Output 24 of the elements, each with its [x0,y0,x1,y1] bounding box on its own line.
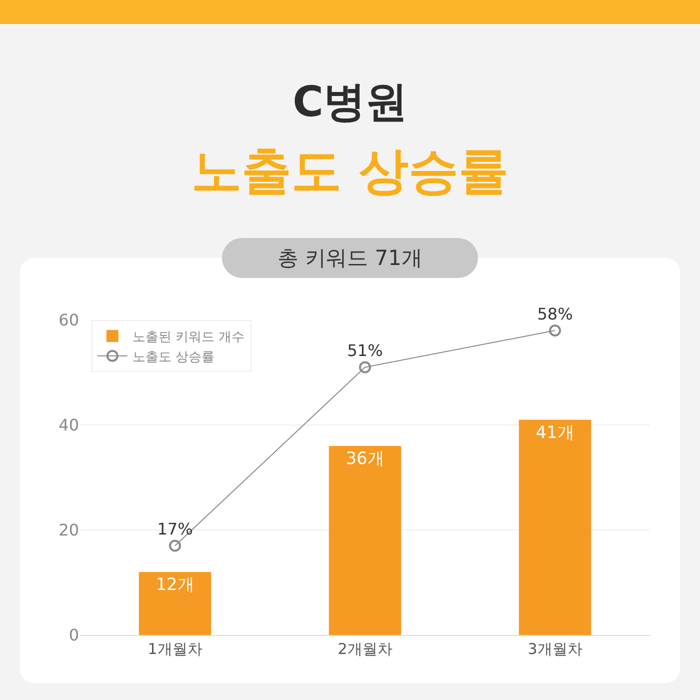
y-tick-label: 40 [58,416,79,435]
y-tick-label: 60 [58,310,79,330]
chart-subtitle: 노출도 상승률 [190,141,510,202]
x-tick-label: 3개월차 [528,640,582,658]
text: 총 키워드 71개 [222,238,478,278]
point [549,324,561,336]
chart-title: C병원 [292,76,408,128]
legend-label: 노출도 상승률 [132,350,215,365]
y-tick-label: 0 [68,626,79,645]
bar [328,446,402,635]
bar [138,572,212,635]
y-tick-label: 20 [58,520,79,540]
x-tick-label: 2개월차 [338,640,392,658]
data-label: 17% [157,520,193,538]
data-label: 41개 [536,422,574,443]
data-label: 58% [537,304,573,324]
data-label: 36개 [346,449,384,469]
legend-label: 노출된 키워드 개수 [132,330,245,346]
data-label: 51% [347,341,383,360]
point [359,361,371,374]
point [169,540,181,552]
x-tick-label: 1개월차 [148,640,202,658]
data-label: 12개 [156,575,194,595]
bar [518,420,592,635]
